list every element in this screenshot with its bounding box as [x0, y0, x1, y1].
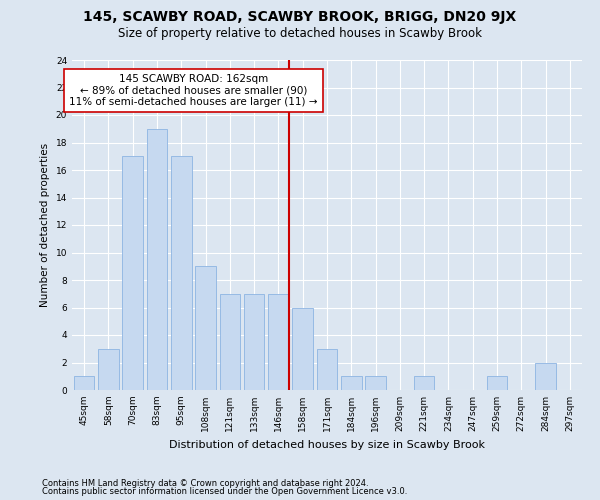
Y-axis label: Number of detached properties: Number of detached properties: [40, 143, 50, 307]
Bar: [487, 376, 508, 390]
Bar: [220, 294, 240, 390]
Text: 145 SCAWBY ROAD: 162sqm
← 89% of detached houses are smaller (90)
11% of semi-de: 145 SCAWBY ROAD: 162sqm ← 89% of detache…: [69, 74, 317, 107]
Bar: [414, 376, 434, 390]
X-axis label: Distribution of detached houses by size in Scawby Brook: Distribution of detached houses by size …: [169, 440, 485, 450]
Bar: [341, 376, 362, 390]
Bar: [292, 308, 313, 390]
Bar: [365, 376, 386, 390]
Bar: [98, 349, 119, 390]
Text: Contains public sector information licensed under the Open Government Licence v3: Contains public sector information licen…: [42, 487, 407, 496]
Text: 145, SCAWBY ROAD, SCAWBY BROOK, BRIGG, DN20 9JX: 145, SCAWBY ROAD, SCAWBY BROOK, BRIGG, D…: [83, 10, 517, 24]
Bar: [268, 294, 289, 390]
Text: Size of property relative to detached houses in Scawby Brook: Size of property relative to detached ho…: [118, 28, 482, 40]
Bar: [74, 376, 94, 390]
Bar: [244, 294, 265, 390]
Bar: [146, 128, 167, 390]
Bar: [195, 266, 216, 390]
Bar: [535, 362, 556, 390]
Bar: [122, 156, 143, 390]
Bar: [317, 349, 337, 390]
Bar: [171, 156, 191, 390]
Text: Contains HM Land Registry data © Crown copyright and database right 2024.: Contains HM Land Registry data © Crown c…: [42, 478, 368, 488]
